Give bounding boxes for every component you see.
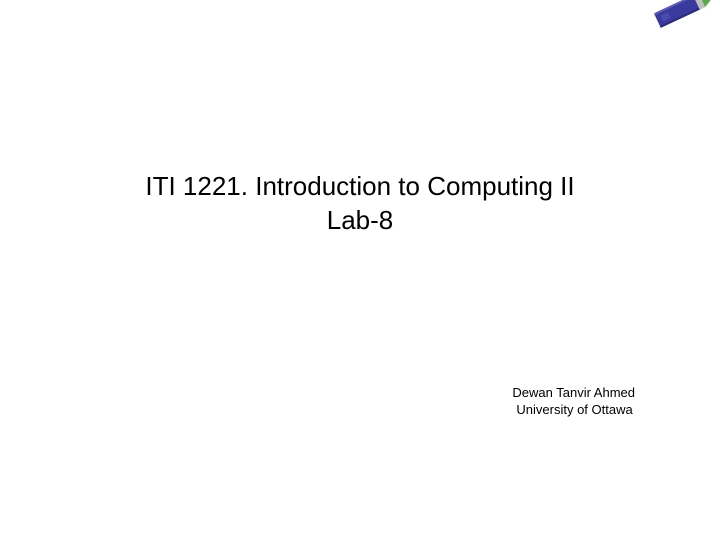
- slide-title-block: ITI 1221. Introduction to Computing II L…: [0, 170, 720, 238]
- slide-title-line2: Lab-8: [0, 204, 720, 238]
- slide-title-line1: ITI 1221. Introduction to Computing II: [0, 170, 720, 204]
- author-name: Dewan Tanvir Ahmed: [512, 385, 635, 402]
- author-block: Dewan Tanvir Ahmed University of Ottawa: [512, 385, 635, 419]
- crayon-decoration: [635, 0, 720, 50]
- author-affiliation: University of Ottawa: [516, 402, 635, 419]
